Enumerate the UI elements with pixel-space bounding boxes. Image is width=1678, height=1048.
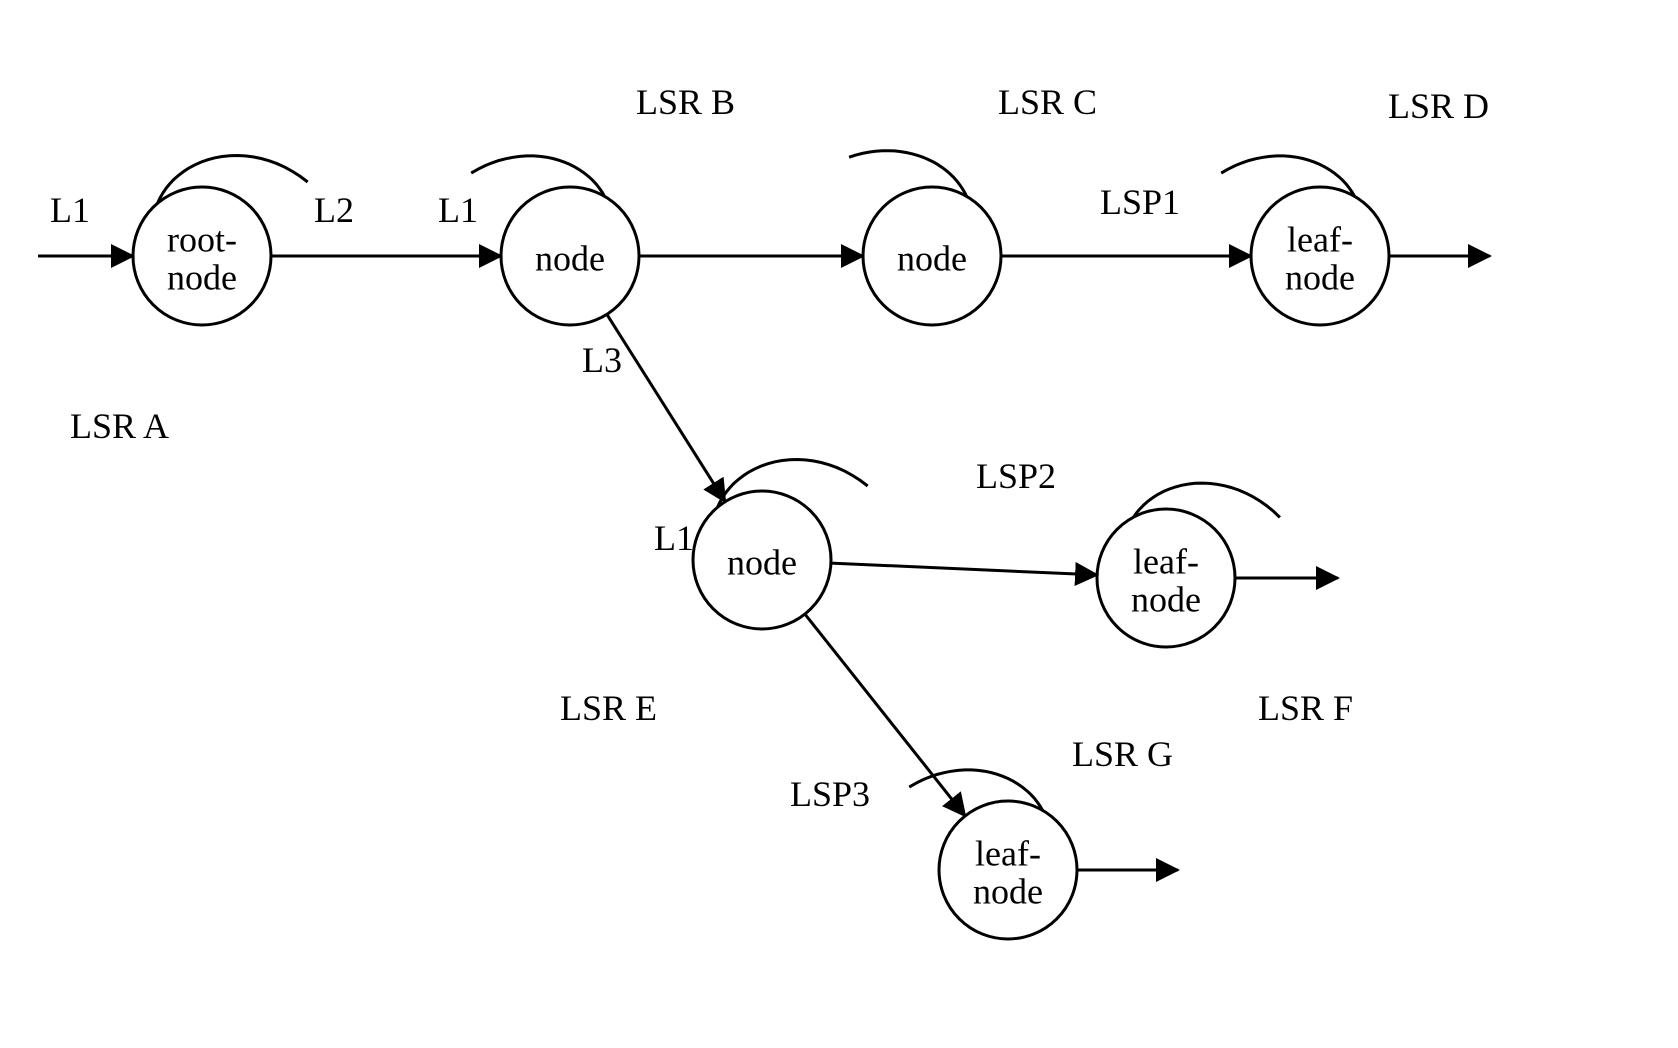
node-F-label-line-1: node bbox=[1131, 579, 1201, 619]
label-l-LSRC: LSR C bbox=[998, 82, 1097, 122]
node-G-label-line-0: leaf- bbox=[975, 833, 1041, 873]
label-l-LSRA: LSR A bbox=[70, 406, 169, 446]
node-E: node bbox=[693, 491, 831, 629]
callout-F bbox=[1134, 483, 1280, 517]
edge-E-F bbox=[831, 563, 1097, 575]
node-B: node bbox=[501, 187, 639, 325]
label-l-L1b: L1 bbox=[438, 190, 478, 230]
label-l-L1a: L1 bbox=[50, 190, 90, 230]
node-B-label-line-0: node bbox=[535, 238, 605, 278]
node-A-label-line-1: node bbox=[167, 257, 237, 297]
label-l-L1e: L1 bbox=[654, 518, 694, 558]
node-A-label-line-0: root- bbox=[167, 219, 237, 259]
label-l-LSP2: LSP2 bbox=[976, 456, 1056, 496]
label-l-LSRB: LSR B bbox=[636, 82, 735, 122]
label-l-LSRE: LSR E bbox=[560, 688, 657, 728]
node-F-label-line-0: leaf- bbox=[1133, 541, 1199, 581]
label-l-LSRG: LSR G bbox=[1072, 734, 1173, 774]
callout-E bbox=[718, 460, 868, 508]
callout-D bbox=[1221, 156, 1354, 196]
label-l-LSRF: LSR F bbox=[1258, 688, 1353, 728]
node-D-label-line-0: leaf- bbox=[1287, 219, 1353, 259]
labels: L1 L2 L1 L3 L1 LSP1 LSP2 LSP3 LSR A LSR B LSR C LSR… bbox=[50, 82, 1489, 814]
node-E-label-line-0: node bbox=[727, 542, 797, 582]
label-l-LSP3: LSP3 bbox=[790, 774, 870, 814]
node-C: node bbox=[863, 187, 1001, 325]
node-D-label-line-1: node bbox=[1285, 257, 1355, 297]
label-l-L3: L3 bbox=[582, 340, 622, 380]
node-D: leaf-node bbox=[1251, 187, 1389, 325]
nodes: root-nodenodenodeleaf-nodenodeleaf-nodel… bbox=[133, 187, 1389, 939]
node-A: root-node bbox=[133, 187, 271, 325]
label-l-L2: L2 bbox=[314, 190, 354, 230]
callout-A bbox=[158, 156, 308, 204]
node-G-label-line-1: node bbox=[973, 871, 1043, 911]
callout-B bbox=[471, 156, 604, 196]
edge-B-E bbox=[607, 314, 725, 501]
label-l-LSRD: LSR D bbox=[1388, 86, 1489, 126]
callout-G bbox=[909, 770, 1042, 810]
callouts bbox=[158, 151, 1355, 811]
node-F: leaf-node bbox=[1097, 509, 1235, 647]
label-l-LSP1: LSP1 bbox=[1100, 182, 1180, 222]
node-C-label-line-0: node bbox=[897, 238, 967, 278]
node-G: leaf-node bbox=[939, 801, 1077, 939]
